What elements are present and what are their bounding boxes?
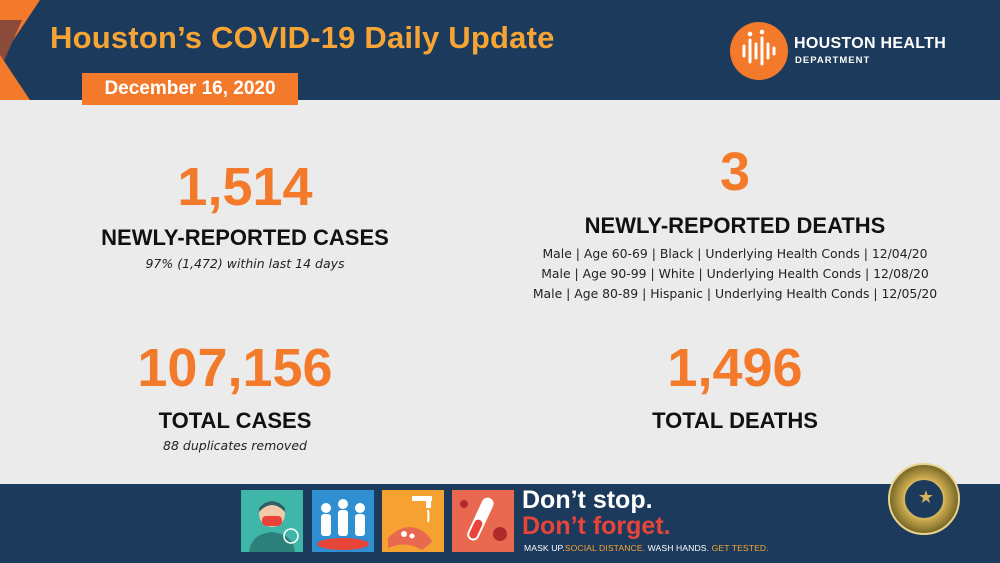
new-deaths-label: NEWLY-REPORTED DEATHS <box>584 213 886 238</box>
total-deaths-stat: 1,496 TOTAL DEATHS <box>560 341 910 433</box>
logo-text: HOUSTON HEALTH <box>794 35 947 52</box>
new-cases-label: NEWLY-REPORTED CASES <box>101 225 389 250</box>
page-title: Houston’s COVID-19 Daily Update <box>50 20 555 55</box>
hand-washing-icon <box>382 490 444 552</box>
tagline: MASK UP.SOCIAL DISTANCE. WASH HANDS. GET… <box>524 543 769 553</box>
total-deaths-label: TOTAL DEATHS <box>652 408 818 433</box>
logo-subtext: DEPARTMENT <box>795 55 871 66</box>
death-detail-line: Male | Age 80-89 | Hispanic | Underlying… <box>532 286 938 302</box>
social-distance-people-icon <box>312 490 374 552</box>
city-of-houston-seal-icon: ★ <box>888 463 960 535</box>
date-badge: December 16, 2020 <box>82 73 298 105</box>
new-cases-stat: 1,514 NEWLY-REPORTED CASES 97% (1,472) w… <box>70 160 420 271</box>
tagline-part: GET TESTED. <box>711 543 769 553</box>
slogan-line-2: Don’t forget. <box>522 512 671 540</box>
new-cases-value: 1,514 <box>177 157 313 217</box>
test-tube-virus-icon <box>452 490 514 552</box>
total-deaths-value: 1,496 <box>667 338 803 398</box>
star-icon: ★ <box>917 487 935 508</box>
death-details-list: Male | Age 60-69 | Black | Underlying He… <box>480 244 990 304</box>
tagline-part: SOCIAL DISTANCE. <box>564 543 646 553</box>
tagline-part: MASK UP. <box>524 543 565 553</box>
death-detail-line: Male | Age 90-99 | White | Underlying He… <box>541 266 929 282</box>
new-deaths-stat: 3 NEWLY-REPORTED DEATHS Male | Age 60-69… <box>480 145 990 304</box>
total-cases-value: 107,156 <box>137 338 333 398</box>
tagline-part: WASH HANDS. <box>647 543 710 553</box>
total-cases-label: TOTAL CASES <box>158 408 312 433</box>
new-cases-note: 97% (1,472) within last 14 days <box>145 256 345 272</box>
footer-banner: Don’t stop. Don’t forget. MASK UP.SOCIAL… <box>0 484 1000 563</box>
mask-person-icon <box>241 490 303 552</box>
houston-health-logo-icon <box>730 22 788 80</box>
death-detail-line: Male | Age 60-69 | Black | Underlying He… <box>542 246 928 262</box>
total-cases-note: 88 duplicates removed <box>163 438 307 454</box>
new-deaths-value: 3 <box>719 142 751 202</box>
slogan-line-1: Don’t stop. <box>522 486 653 514</box>
total-cases-stat: 107,156 TOTAL CASES 88 duplicates remove… <box>60 341 410 453</box>
houston-health-logo: HOUSTON HEALTH DEPARTMENT <box>730 22 980 82</box>
decor-triangle <box>0 55 30 100</box>
